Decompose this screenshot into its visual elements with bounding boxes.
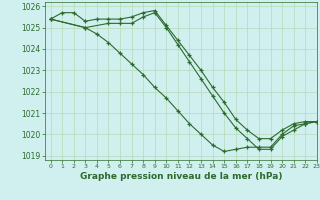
X-axis label: Graphe pression niveau de la mer (hPa): Graphe pression niveau de la mer (hPa) xyxy=(80,172,282,181)
